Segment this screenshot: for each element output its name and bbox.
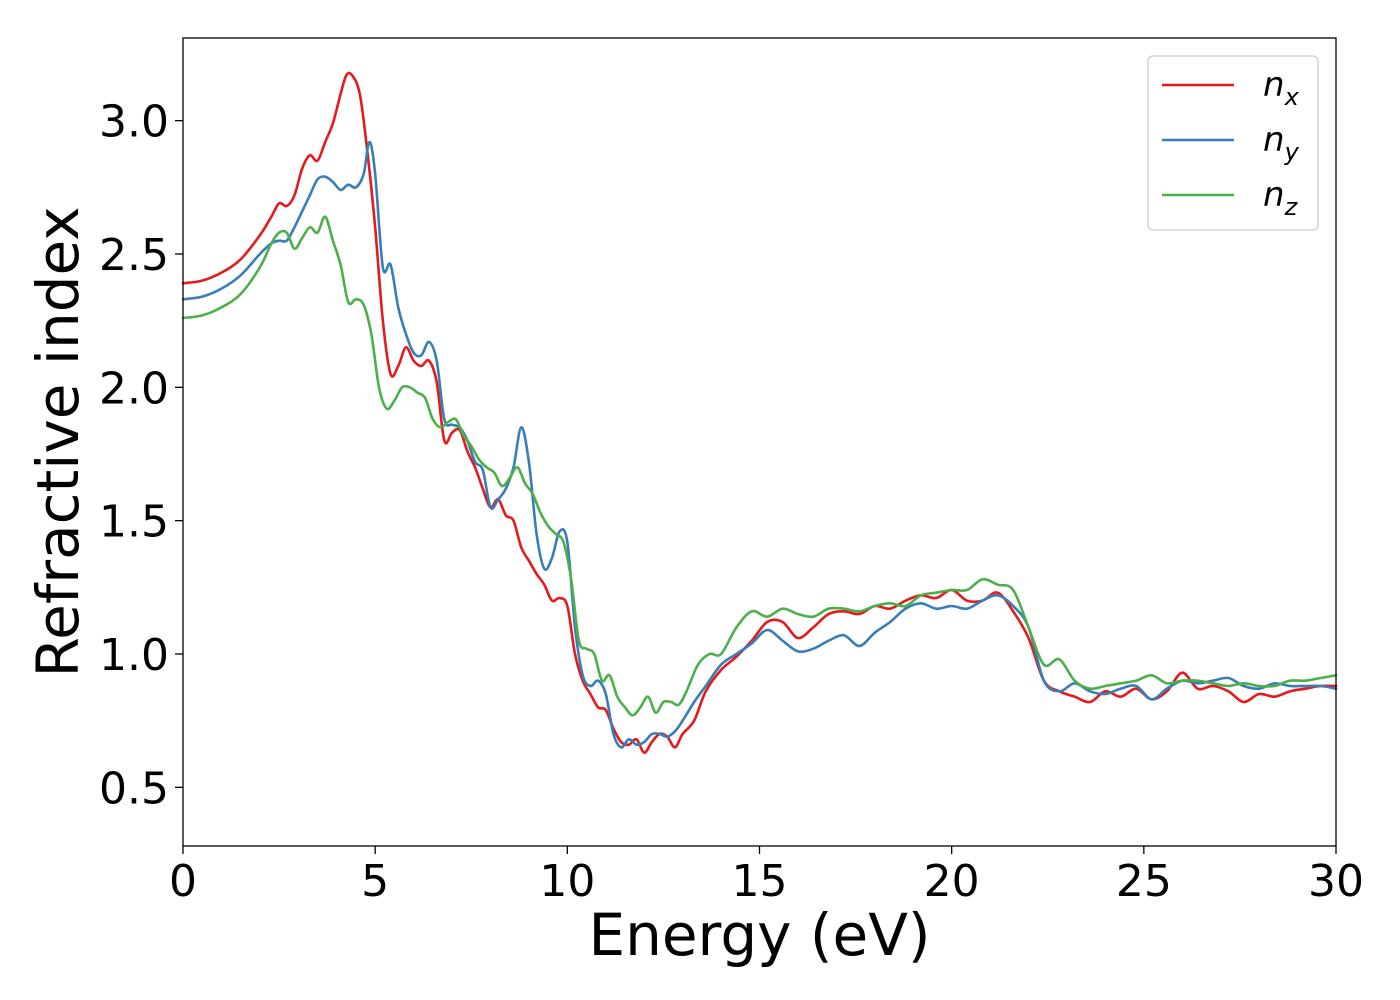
series-line-y [181, 140, 1338, 749]
x-tick-label: 25 [1116, 856, 1172, 907]
legend-box [1147, 55, 1319, 231]
series-line-x [181, 71, 1338, 754]
y-tick-label: 1.5 [99, 497, 169, 548]
x-tick-label: 10 [539, 856, 595, 907]
y-axis: 0.5 1.0 1.5 2.0 2.5 3.0 [99, 97, 183, 814]
x-tick-label: 0 [169, 856, 197, 907]
x-tick-label: 5 [361, 856, 389, 907]
y-axis-title: Refractive index [24, 206, 92, 677]
series-line-z [181, 215, 1338, 717]
y-tick-label: 0.5 [99, 763, 169, 814]
x-tick-label: 30 [1308, 856, 1364, 907]
y-tick-label: 2.0 [99, 363, 169, 414]
series-layer [181, 71, 1338, 754]
x-axis-title: Energy (eV) [588, 901, 930, 969]
x-tick-label: 20 [924, 856, 980, 907]
y-tick-label: 2.5 [99, 230, 169, 281]
y-tick-label: 3.0 [99, 97, 169, 148]
x-tick-label: 15 [732, 856, 788, 907]
y-tick-label: 1.0 [99, 630, 169, 681]
x-axis: 0 5 10 15 20 25 30 [169, 846, 1364, 907]
